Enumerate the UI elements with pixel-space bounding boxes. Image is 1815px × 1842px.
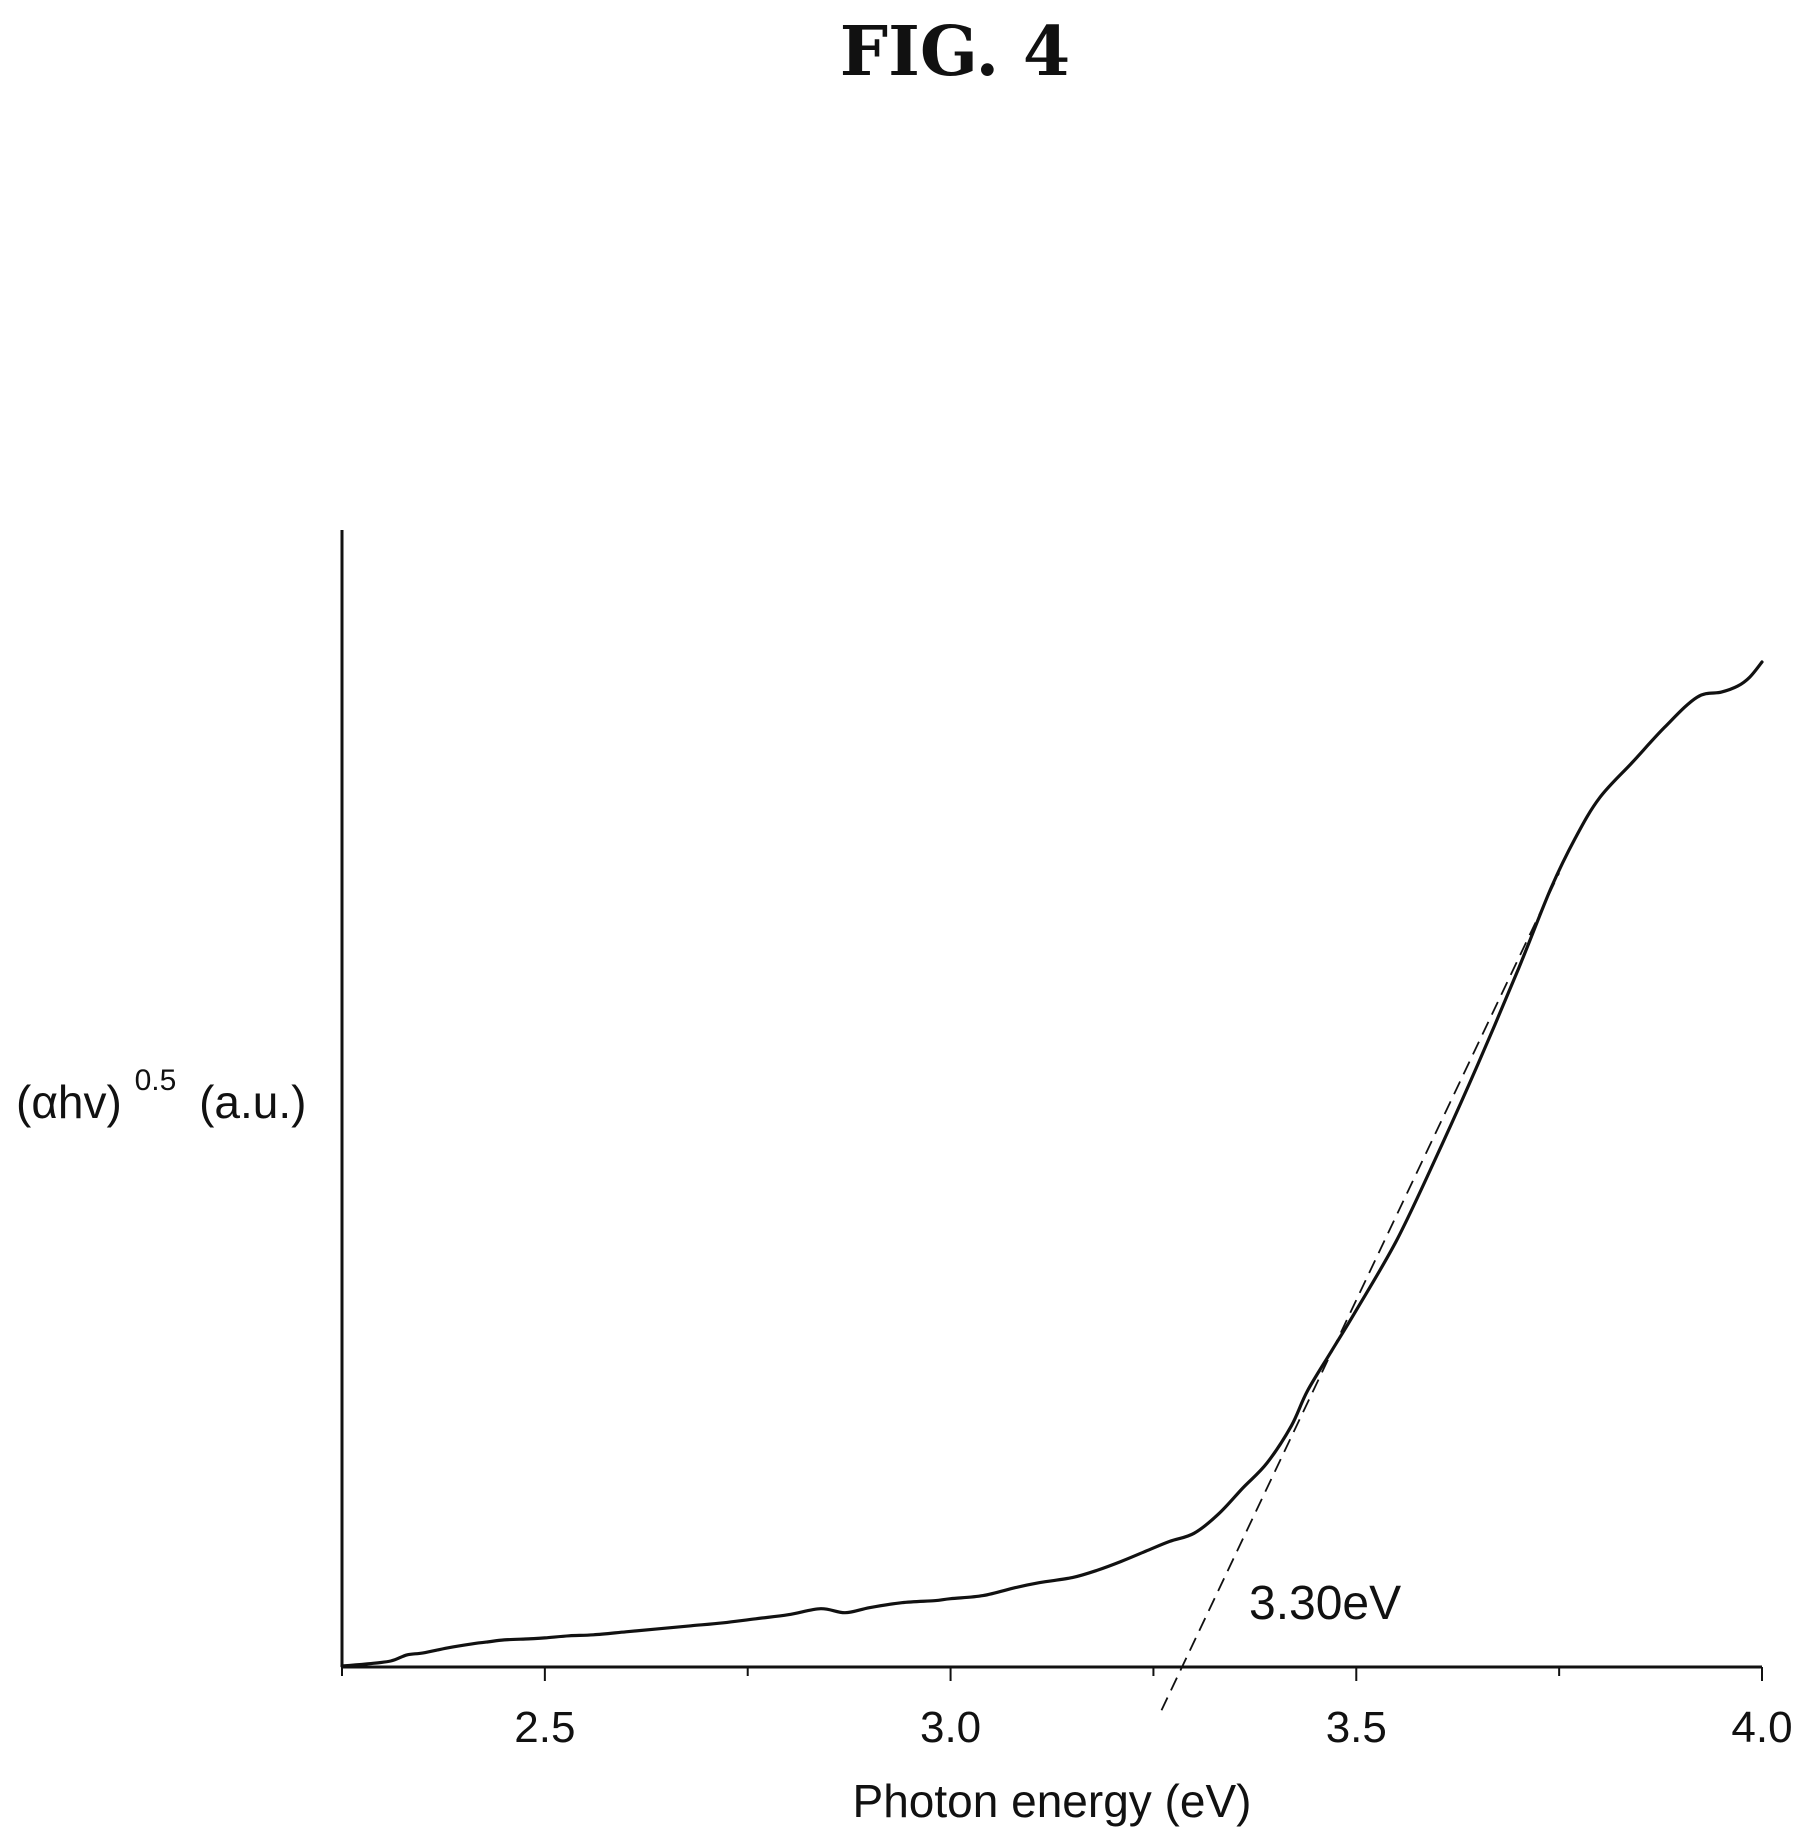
y-axis-label: (αhv) 0.5 (a.u.): [16, 1048, 306, 1128]
x-tick-labels: 2.5 3.0 3.5 4.0: [514, 1703, 1792, 1752]
x-minor-ticks: [341, 1667, 1561, 1676]
x-tick-label: 3.0: [920, 1703, 981, 1752]
series-line: [340, 660, 1764, 1668]
x-major-ticks: [543, 1667, 1763, 1681]
x-tick-label: 3.5: [1326, 1703, 1387, 1752]
x-tick-label: 2.5: [514, 1703, 575, 1752]
y-axis-label-unit: (a.u.): [199, 1076, 306, 1128]
x-tick-label: 4.0: [1731, 1703, 1792, 1752]
plot-area: 2.5 3.0 3.5 4.0 3.30eV: [340, 530, 1793, 1752]
y-axis-label-exponent: 0.5: [135, 1064, 177, 1097]
y-axis-label-base: (αhv): [16, 1076, 122, 1128]
fit-line: [1160, 872, 1560, 1711]
band-gap-annotation: 3.30eV: [1249, 1577, 1401, 1630]
figure-title: FIG. 4: [840, 12, 1070, 92]
x-axis-label: Photon energy (eV): [853, 1775, 1252, 1827]
